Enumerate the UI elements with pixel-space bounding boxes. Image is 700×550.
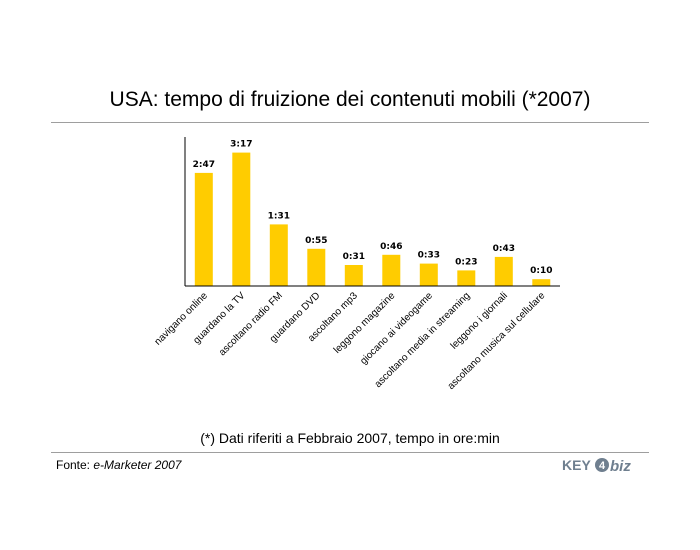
bar-5 — [344, 265, 363, 286]
bar-4 — [307, 248, 326, 287]
title-divider — [51, 122, 649, 123]
logo-key: KEY — [562, 457, 591, 473]
bar-1 — [194, 172, 213, 286]
data-label-4: 0:55 — [305, 236, 327, 246]
data-label-1: 2:47 — [193, 160, 215, 170]
data-label-6: 0:46 — [380, 242, 402, 252]
logo-biz: biz — [610, 458, 631, 475]
data-label-5: 0:31 — [343, 252, 365, 262]
bar-3 — [269, 224, 288, 286]
bar-10 — [532, 279, 551, 286]
source-credit: Fonte: e-Marketer 2007 — [56, 458, 181, 472]
category-label-3: ascoltano radio FM — [217, 290, 285, 358]
source-name: e-Marketer 2007 — [93, 458, 182, 472]
bar-6 — [382, 254, 401, 286]
logo-badge — [595, 458, 609, 472]
bar-7 — [419, 263, 438, 286]
bars-layer — [194, 152, 551, 287]
category-label-7: giocano ai videogame — [358, 290, 435, 367]
logo-four: 4 — [599, 460, 606, 472]
data-label-8: 0:23 — [455, 257, 477, 267]
data-label-7: 0:33 — [418, 251, 440, 261]
data-label-9: 0:43 — [493, 244, 515, 254]
bar-chart: 2:47 3:17 1:31 0:55 0:31 0:46 0:33 0:23 0:43 0:10… — [153, 137, 560, 392]
bar-2 — [232, 152, 251, 286]
key4biz-logo: KEY 4 biz — [562, 457, 631, 475]
source-label: Fonte: — [56, 458, 91, 472]
chart-title: USA: tempo di fruizione dei contenuti mo… — [109, 88, 591, 111]
data-label-3: 1:31 — [268, 211, 290, 221]
bar-8 — [457, 270, 476, 286]
footer-divider — [51, 452, 649, 453]
bar-9 — [494, 256, 513, 286]
data-label-10: 0:10 — [530, 266, 552, 276]
data-labels-layer: 2:47 3:17 1:31 0:55 0:31 0:46 0:33 0:23 0:43 0:10 — [193, 140, 553, 277]
footnote: (*) Dati riferiti a Febbraio 2007, tempo… — [200, 430, 500, 446]
data-label-2: 3:17 — [230, 140, 252, 150]
